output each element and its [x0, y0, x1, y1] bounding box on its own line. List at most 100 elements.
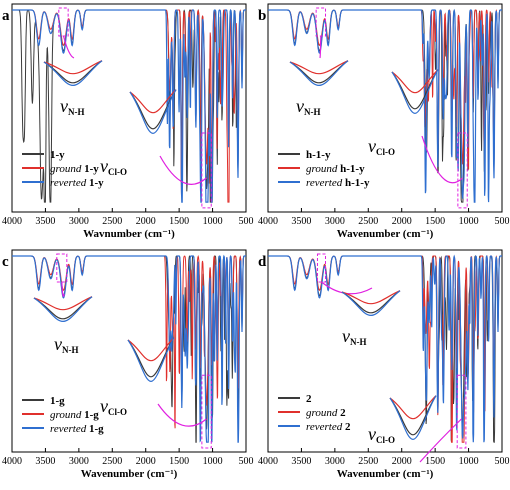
sketch-line-blue — [33, 296, 93, 323]
series-line-blue — [268, 254, 502, 443]
sketch-line-black — [129, 89, 177, 130]
highlight-arrow — [62, 35, 75, 59]
legend-entry: ground 1-y — [50, 163, 99, 175]
nu-symbol: ν — [100, 156, 108, 176]
legend-prefix: reverted — [306, 177, 345, 189]
nh-band-sketch — [341, 290, 401, 317]
legend-prefix: reverted — [50, 423, 89, 435]
x-tick-label: 3000 — [325, 216, 345, 227]
sketch-line-red — [389, 395, 437, 420]
highlight-region-box — [457, 132, 468, 209]
legend-prefix: ground — [50, 409, 84, 421]
band-subscript: N-H — [304, 107, 321, 117]
band-annotation: νN-H — [54, 334, 79, 355]
highlight-region-box — [201, 132, 212, 209]
x-tick-label: 2000 — [136, 216, 156, 227]
x-tick-label: 1000 — [203, 216, 223, 227]
sketch-line-black — [43, 60, 103, 84]
legend-prefix: ground — [306, 163, 340, 175]
panel-label: d — [258, 254, 267, 270]
x-tick-label: 2500 — [358, 456, 378, 467]
legend-prefix: ground — [306, 407, 340, 419]
sketch-line-blue — [341, 290, 401, 317]
x-tick-label: 3500 — [291, 216, 311, 227]
legend-prefix: ground — [50, 163, 84, 175]
legend-entry: reverted h-1-y — [306, 177, 370, 189]
sketch-line-black — [341, 290, 401, 314]
x-axis-label: Wavenumber (cm⁻¹) — [81, 468, 178, 480]
legend-compound: 1-g — [84, 409, 99, 421]
x-tick-label: 1500 — [169, 456, 189, 467]
series-line-blue — [12, 254, 246, 443]
x-tick-label: 2500 — [102, 456, 122, 467]
nu-symbol: ν — [296, 96, 304, 116]
panel-label: a — [2, 8, 10, 24]
band-subscript: Cl-O — [376, 435, 395, 445]
x-tick-label: 2000 — [136, 456, 156, 467]
x-tick-label: 3000 — [69, 456, 89, 467]
legend-entry: 2 — [306, 393, 312, 405]
sketch-line-red — [127, 337, 175, 362]
legend-entry: 1-g — [50, 395, 65, 407]
x-tick-label: 500 — [495, 456, 510, 467]
nh-band-sketch — [33, 296, 93, 323]
legend-compound: 2 — [306, 393, 312, 405]
sketch-line-black — [389, 395, 437, 436]
sketch-line-red — [391, 69, 439, 94]
x-tick-label: 4000 — [258, 216, 278, 227]
highlight-arrow — [157, 403, 207, 427]
sketch-line-blue — [391, 69, 439, 115]
x-tick-label: 500 — [239, 456, 254, 467]
plot-frame — [267, 249, 503, 453]
legend-prefix: reverted — [306, 421, 345, 433]
highlight-arrow — [61, 281, 65, 297]
sketch-line-red — [43, 60, 103, 75]
legend-entry: ground 2 — [306, 407, 346, 419]
series-line-blue — [268, 8, 502, 203]
legend-compound: h-1-y — [306, 149, 331, 161]
legend-compound: 1-y — [89, 177, 104, 189]
band-annotation: νN-H — [60, 96, 85, 117]
sketch-line-black — [391, 69, 439, 110]
sketch-line-red — [341, 290, 401, 305]
x-tick-label: 4000 — [2, 456, 22, 467]
sketch-line-black — [289, 60, 349, 84]
sketch-line-red — [33, 296, 93, 311]
x-tick-label: 1000 — [203, 456, 223, 467]
nu-symbol: ν — [342, 326, 350, 346]
legend-entry: ground h-1-y — [306, 163, 365, 175]
plot-frame — [267, 3, 503, 213]
x-tick-label: 3500 — [291, 456, 311, 467]
highlight-region-box — [456, 374, 467, 449]
band-subscript: N-H — [350, 337, 367, 347]
panel-c: c 4000 3500 3000 2500 2000 1500 1000 500 Wavenumb… — [2, 249, 254, 480]
panel-a: a 4000 3500 3000 2500 2000 1500 1000 500 Wavnumbe… — [2, 3, 254, 240]
x-axis-label: Wavnumber (cm⁻¹) — [83, 228, 175, 240]
band-subscript: Cl-O — [108, 407, 127, 417]
plot-frame — [11, 249, 247, 453]
x-tick-label: 1500 — [425, 216, 445, 227]
highlight-arrow — [419, 418, 462, 463]
band-annotation: νCl-O — [100, 396, 127, 417]
x-tick-label: 3500 — [35, 456, 55, 467]
nh-band-sketch — [43, 60, 103, 87]
highlight-region-box — [56, 253, 68, 283]
band-annotation: νN-H — [296, 96, 321, 117]
legend-entry: h-1-y — [306, 149, 331, 161]
panel-b: b 4000 3500 3000 2500 2000 1500 1000 500 Wavenumb… — [258, 3, 510, 240]
panel-label: b — [258, 8, 266, 24]
x-tick-label: 3000 — [69, 216, 89, 227]
legend-prefix: reverted — [50, 177, 89, 189]
band-subscript: N-H — [62, 345, 79, 355]
sketch-line-blue — [127, 337, 175, 383]
panel-d: d 4000 3500 3000 2500 2000 1500 1000 500 Wavenumb… — [258, 249, 510, 480]
legend-compound: 1-g — [89, 423, 104, 435]
sketch-line-blue — [289, 60, 349, 87]
clo-band-sketch — [391, 69, 439, 115]
legend-compound: 1-y — [50, 149, 65, 161]
highlight-arrow — [421, 135, 463, 184]
legend-entry: reverted 1-g — [50, 423, 104, 435]
band-annotation: νN-H — [342, 326, 367, 347]
band-subscript: Cl-O — [108, 167, 127, 177]
